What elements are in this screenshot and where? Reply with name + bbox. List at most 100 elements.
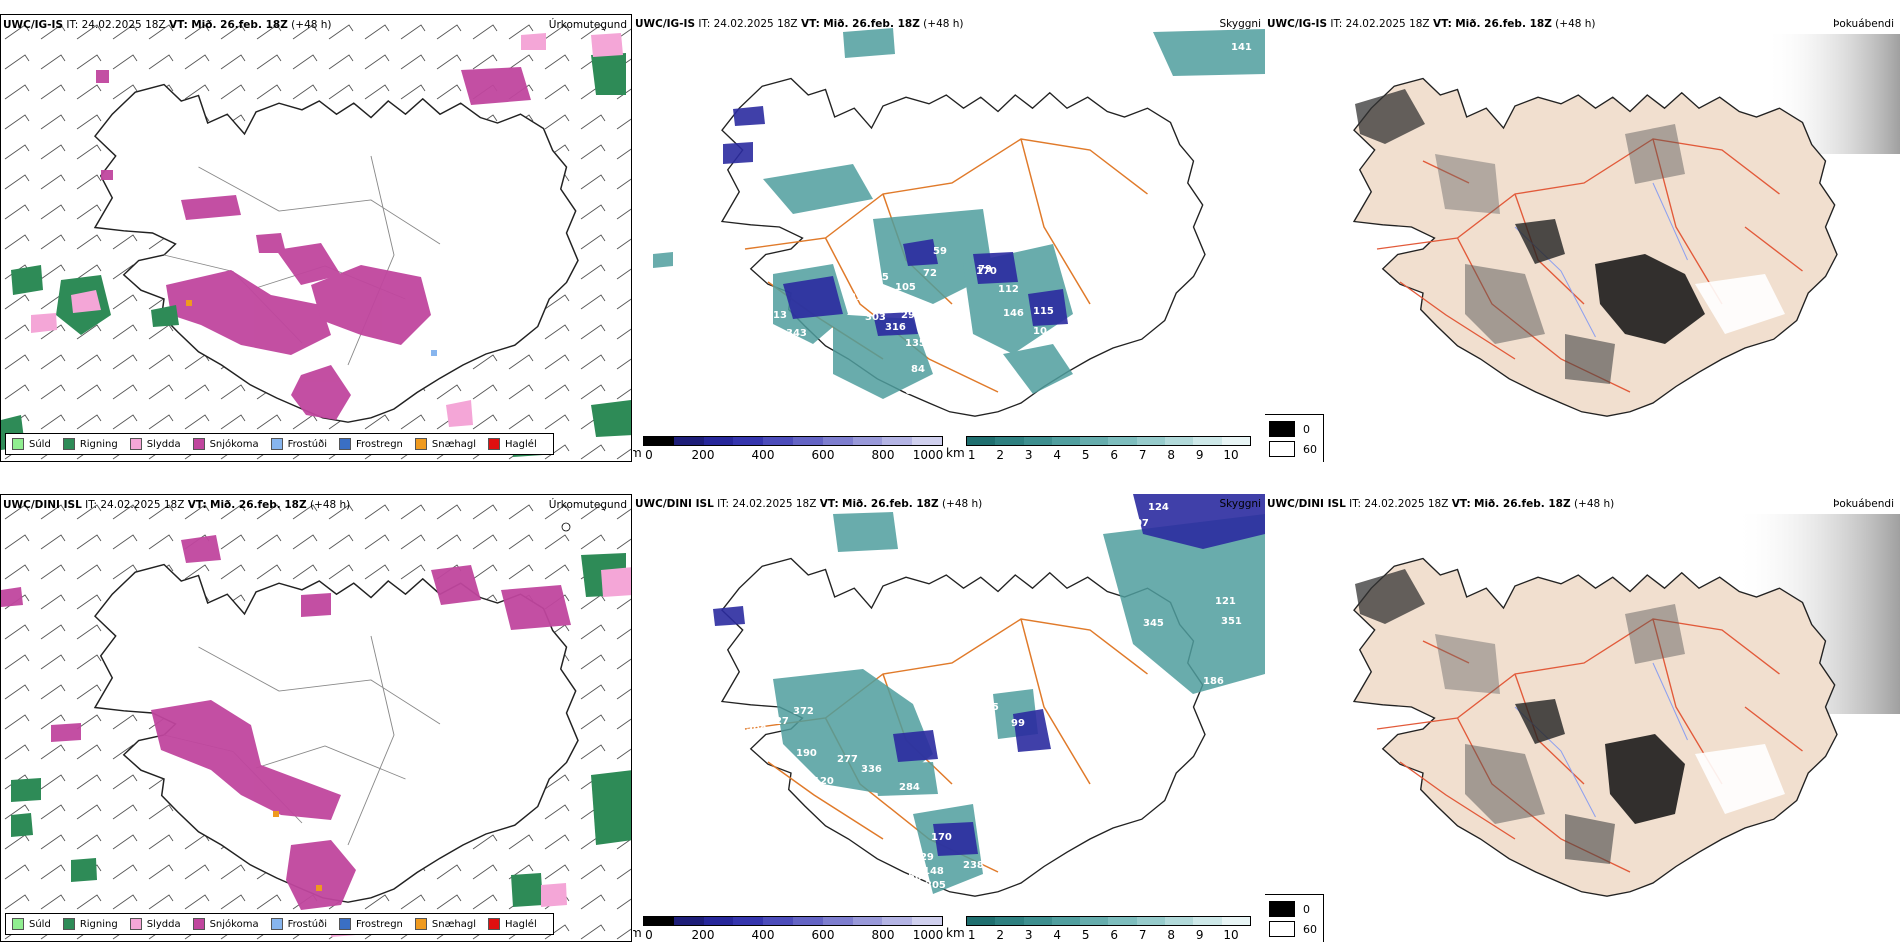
snow-areas: [1, 535, 571, 910]
cloud-base-label: 148: [923, 866, 944, 877]
cloud-base-label: 35: [713, 136, 727, 147]
colorbar-tick: 5: [1081, 928, 1090, 942]
fog-legend-swatch: [1269, 441, 1295, 457]
cloud-base-label: 388: [746, 722, 767, 733]
cloud-base-label: 146: [1003, 308, 1024, 319]
precip-legend: Súld Rigning Slydda Snjókoma Frostúði Fr…: [5, 913, 554, 935]
fog-panel-row1: UWC/IG-IS IT: 24.02.2025 18Z VT: Mið. 26…: [1265, 14, 1900, 462]
colorbar-tick: 10: [1223, 928, 1239, 942]
panel-title: Skyggni: [1219, 498, 1262, 510]
legend-swatch: [488, 438, 501, 450]
legend-swatch: [270, 918, 283, 930]
fog-legend-label: 0: [1303, 902, 1310, 916]
legend-item: Snjókoma: [192, 438, 259, 450]
cloud-base-label: 13: [773, 310, 787, 321]
cloud-base-label: 345: [1143, 618, 1164, 629]
legend-swatch: [414, 918, 427, 930]
colorbar-tick: 3: [1024, 448, 1033, 462]
colorbar-tick: 200: [691, 448, 715, 462]
legend-swatch: [192, 918, 205, 930]
cloud-base-label: 72: [923, 268, 937, 279]
cloud-base-label: 277: [837, 754, 858, 765]
colorbar-strip: [966, 436, 1251, 446]
visibility-map: 141 36 35 59 79 170 112 115 146 10 44 72…: [653, 28, 1265, 417]
legend-swatch: [62, 438, 75, 450]
fog-shading: [1355, 89, 1785, 384]
cloud-base-label: 50: [908, 872, 922, 883]
colorbar-strip: [966, 916, 1251, 926]
cloud-base-label: 327: [768, 716, 789, 727]
cloud-base-label: 99: [1011, 718, 1025, 729]
cloud-base-label: 11: [665, 282, 679, 293]
legend-swatch: [414, 438, 427, 450]
colorbar-tick: 600: [811, 928, 835, 942]
colorbar-tick: 9: [1195, 448, 1204, 462]
colorbar-tick: 4: [1053, 928, 1062, 942]
colorbar-tick: 6: [1110, 448, 1119, 462]
cloud-base-label: 79: [978, 264, 992, 275]
visibility-panel-row2: UWC/DINI ISL IT: 24.02.2025 18Z VT: Mið.…: [633, 494, 1265, 942]
cloud-base-label: 141: [1231, 42, 1252, 53]
visibility-colorbar: km 1 2 3 4 5 6 7 8 9 10: [946, 916, 1251, 942]
fog-map: [1353, 514, 1900, 897]
panel-title: Þokuábendi: [1833, 498, 1894, 510]
visibility-areas: [773, 512, 1265, 894]
cloud-base-label: 105: [895, 282, 916, 293]
cloud-base-label: 59: [933, 246, 947, 257]
legend-item: Snæhagl: [414, 918, 476, 930]
cloud-base-label: 64: [905, 386, 919, 397]
legend-item: Slydda: [129, 918, 181, 930]
colorbar-tick: 200: [691, 928, 715, 942]
cloud-base-label: 355: [978, 702, 999, 713]
legend-item: Snjókoma: [192, 918, 259, 930]
colorbar-tick: 8: [1167, 448, 1176, 462]
fog-legend: 0 60: [1265, 894, 1324, 942]
cloud-base-areas: [713, 494, 1265, 856]
fog-legend-label: 60: [1303, 442, 1317, 456]
colorbar-tick: 10: [1223, 448, 1239, 462]
legend-item: Frostúði: [270, 918, 327, 930]
colorbar-tick: 800: [871, 448, 895, 462]
cloud-base-label: 72: [924, 382, 938, 393]
precip-map: [1, 495, 631, 941]
colorbar-tick: 9: [1195, 928, 1204, 942]
cloud-base-label: 372: [793, 706, 814, 717]
colorbar-tick: 1: [967, 928, 976, 942]
cloud-base-label: 112: [998, 284, 1019, 295]
legend-swatch: [270, 438, 283, 450]
precip-type-panel-row2: UWC/DINI ISL IT: 24.02.2025 18Z VT: Mið.…: [0, 494, 632, 942]
colorbar-tick: 1000: [912, 448, 944, 462]
colorbar-tick: 0: [645, 928, 653, 942]
panel-title: Þokuábendi: [1833, 18, 1894, 30]
cloud-base-label: 124: [1148, 502, 1169, 513]
legend-item: Frostregn: [339, 918, 403, 930]
legend-swatch: [129, 918, 142, 930]
cloud-base-colorbar: m 0 200 400 600 800 1000: [633, 916, 943, 942]
colorbar-strip: [643, 436, 943, 446]
cloud-base-colorbar: m 0 200 400 600 800 1000: [633, 436, 944, 462]
visibility-colorbar: km 1 2 3 4 5 6 7 8 9 10: [946, 436, 1251, 462]
legend-swatch: [129, 438, 142, 450]
snow-areas: [96, 67, 531, 420]
fog-panel-row2: UWC/DINI ISL IT: 24.02.2025 18Z VT: Mið.…: [1265, 494, 1900, 942]
cloud-base-label: 190: [796, 748, 817, 759]
colorbar-tick: 2: [996, 448, 1005, 462]
cloud-base-label: 351: [1221, 616, 1242, 627]
cloud-base-label: 135: [868, 272, 889, 283]
visibility-panel-row1: UWC/IG-IS IT: 24.02.2025 18Z VT: Mið. 26…: [633, 14, 1265, 462]
fog-legend-swatch: [1269, 921, 1295, 937]
cloud-base-label: 186: [1203, 676, 1224, 687]
cloud-base-label: 316: [885, 322, 906, 333]
colorbar-tick: 6: [1110, 928, 1119, 942]
cloud-base-label: 115: [1033, 306, 1054, 317]
colorbar-tick: 3: [1024, 928, 1033, 942]
legend-swatch: [339, 918, 351, 930]
fog-legend-label: 60: [1303, 922, 1317, 936]
colorbar-tick: 2: [996, 928, 1005, 942]
legend-item: Súld: [12, 918, 51, 930]
colorbar-tick: 600: [811, 448, 835, 462]
cloud-base-label: 298: [901, 310, 922, 321]
cloud-base-label: 36: [743, 84, 757, 95]
precip-legend: Súld Rigning Slydda Snjókoma Frostúði Fr…: [5, 433, 554, 455]
cloud-base-label: 135: [905, 338, 926, 349]
